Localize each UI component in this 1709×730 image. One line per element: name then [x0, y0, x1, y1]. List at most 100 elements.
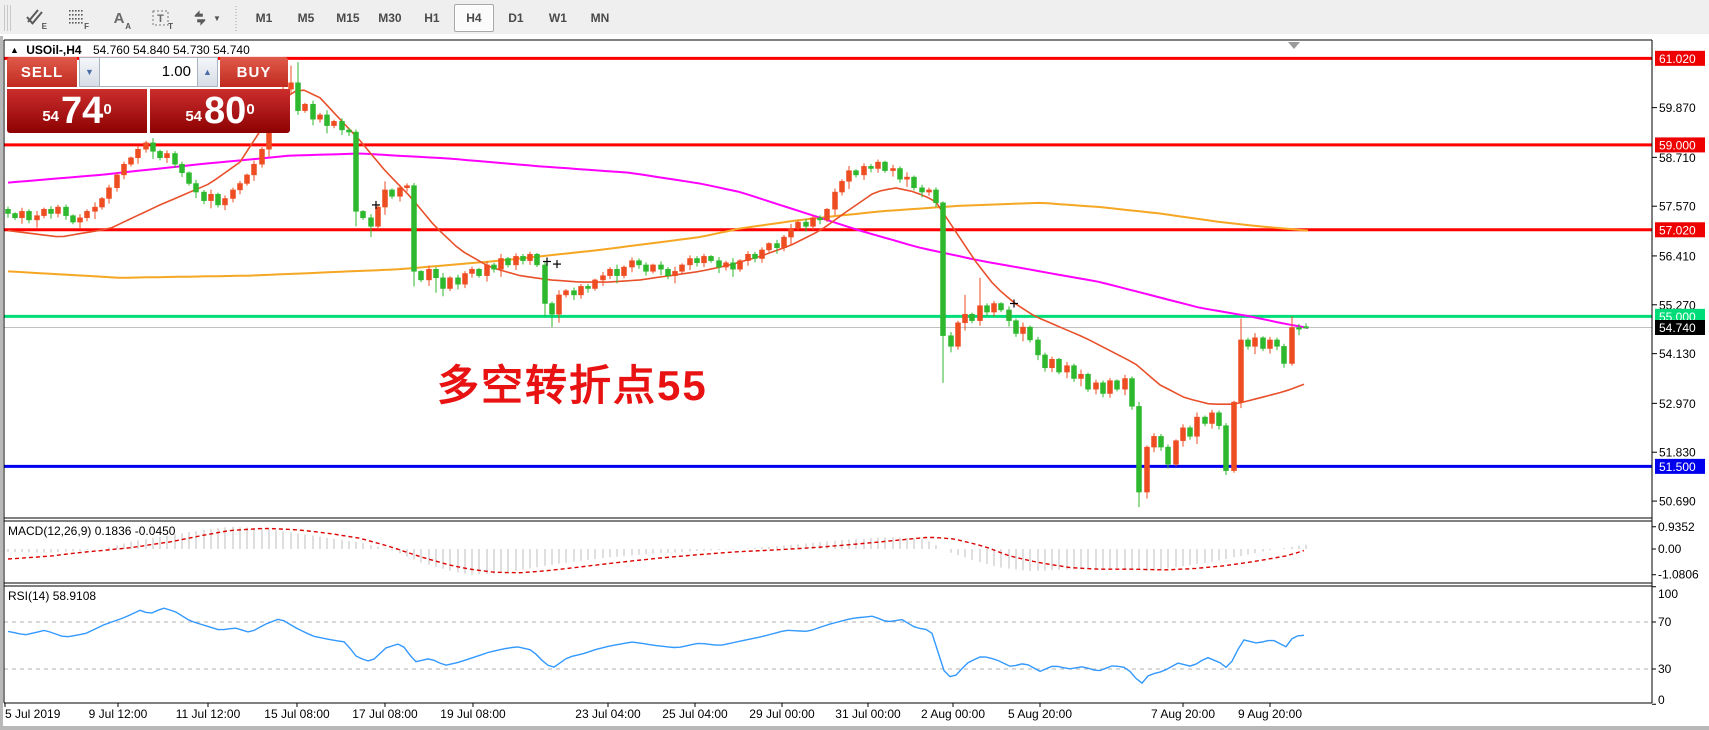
buy-price-button[interactable]: 54 80 0: [150, 89, 290, 133]
grid-fibo-icon[interactable]: F: [57, 4, 97, 32]
candle-body-down: [440, 277, 446, 289]
candle-body-up: [679, 264, 685, 272]
price-badge-51.500: [1655, 458, 1705, 474]
candle-body-up: [650, 264, 656, 272]
time-axis-label: 17 Jul 08:00: [352, 707, 418, 721]
candle-body-down: [63, 206, 69, 216]
timeframe-group: M1 M5 M15 M30 H1 H4 D1 W1 MN: [243, 4, 621, 32]
candle-body-down: [1085, 373, 1091, 390]
candle-body-down: [12, 213, 18, 219]
price-badge-57.020: [1655, 222, 1705, 238]
timeframe-button-MN[interactable]: MN: [590, 11, 610, 25]
candle-body-up: [955, 322, 961, 347]
candle-body-up: [34, 215, 40, 221]
sell-button[interactable]: SELL: [7, 57, 77, 87]
toolbar-grip[interactable]: [4, 5, 11, 31]
sell-price-button[interactable]: 54 74 0: [7, 89, 147, 133]
candle-body-up: [164, 153, 170, 159]
candle-body-up: [114, 174, 120, 189]
candle-body-up: [745, 253, 751, 261]
price-axis-label: 57.570: [1659, 200, 1696, 214]
candle-body-down: [179, 163, 185, 174]
candle-body-up: [99, 198, 105, 208]
candle-body-up: [397, 187, 403, 197]
one-click-trading-panel: SELL ▼ 1.00 ▲ BUY 54 74 0 54 80 0: [7, 57, 290, 133]
dropdown-caret-icon: ▼: [213, 13, 221, 23]
candle-body-up: [926, 189, 932, 193]
candle-body-up: [288, 82, 294, 90]
candle-body-down: [1136, 406, 1142, 493]
volume-decrease-button[interactable]: ▼: [79, 57, 100, 87]
candle-body-down: [636, 260, 642, 266]
candle-body-down: [1158, 436, 1164, 448]
svg-text:T: T: [157, 13, 164, 25]
buy-button[interactable]: BUY: [220, 57, 288, 87]
candle-body-down: [549, 303, 555, 315]
candle-body-down: [455, 277, 461, 285]
candle-body-down: [505, 258, 511, 266]
timeframe-button-M1[interactable]: M1: [255, 11, 273, 25]
candle-body-down: [984, 305, 990, 313]
price-badge-label: 54.740: [1659, 321, 1696, 335]
candle-body-down: [389, 189, 395, 197]
candle-body-up: [404, 185, 410, 189]
candle-body-down: [157, 151, 163, 159]
drawing-tools-group: E F A A T T ▼: [14, 4, 229, 32]
candle-body-down: [70, 215, 76, 223]
time-axis-label: 5 Aug 20:00: [1008, 707, 1072, 721]
candle-body-up: [143, 142, 149, 150]
candle-body-down: [1274, 339, 1280, 347]
collapse-arrow-icon[interactable]: ▲: [10, 45, 19, 55]
volume-input[interactable]: 1.00: [100, 57, 197, 87]
price-badge-label: 51.500: [1659, 460, 1696, 474]
timeframe-button-M5[interactable]: M5: [297, 11, 315, 25]
time-axis-label: 11 Jul 12:00: [176, 707, 241, 721]
candle-body-up: [1151, 436, 1157, 448]
candle-body-down: [1071, 365, 1077, 379]
rsi-label: RSI(14) 58.9108: [8, 589, 97, 603]
draw-hatch-icon[interactable]: E: [15, 4, 55, 32]
candle-body-down: [1027, 326, 1033, 341]
candle-body-up: [128, 157, 134, 165]
candle-body-down: [360, 211, 366, 219]
candle-body-down: [310, 103, 316, 120]
candle-body-down: [520, 256, 526, 261]
candle-body-up: [375, 206, 381, 227]
candle-body-up: [788, 228, 794, 238]
candle-body-up: [1093, 382, 1099, 390]
draw-hatch-icon: E: [25, 8, 47, 31]
candle-body-up: [1107, 380, 1113, 394]
candle-body-down: [803, 221, 809, 227]
candle-body-down: [150, 142, 156, 152]
timeframe-button-M30[interactable]: M30: [378, 11, 402, 25]
candle-body-up: [556, 294, 562, 315]
macd-value: 0.1836: [94, 524, 132, 538]
timeframe-button-W1[interactable]: W1: [548, 11, 567, 25]
macd-signal-value: -0.0450: [134, 524, 176, 538]
candle-body-down: [933, 189, 939, 204]
timeframe-button-H4[interactable]: H4: [453, 4, 494, 32]
timeframe-button-H1[interactable]: H1: [424, 11, 440, 25]
candle-body-up: [1180, 427, 1186, 441]
candle-body-down: [614, 268, 620, 276]
candle-body-up: [846, 170, 852, 182]
price-axis-label: 51.830: [1659, 446, 1696, 460]
candle-body-down: [172, 153, 178, 165]
volume-increase-button[interactable]: ▲: [197, 57, 218, 87]
candle-body-up: [766, 243, 772, 251]
candle-body-down: [752, 253, 758, 259]
candle-body-down: [1223, 425, 1229, 471]
candle-body-down: [1216, 412, 1222, 426]
time-axis-label: 9 Jul 12:00: [89, 707, 148, 721]
candle-body-up: [1231, 401, 1237, 471]
ma-slow-line: [7, 201, 1309, 279]
cycle-arrows-icon[interactable]: ▼: [183, 4, 228, 32]
candle-body-up: [208, 193, 214, 201]
candle-body-up: [824, 208, 830, 221]
timeframe-button-M15[interactable]: M15: [336, 11, 360, 25]
timeframe-button-D1[interactable]: D1: [508, 11, 524, 25]
